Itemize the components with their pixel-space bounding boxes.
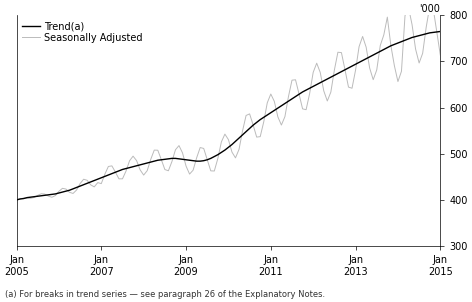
Text: '000: '000 (420, 4, 440, 14)
Legend: Trend(a), Seasonally Adjusted: Trend(a), Seasonally Adjusted (18, 17, 146, 47)
Text: (a) For breaks in trend series — see paragraph 26 of the Explanatory Notes.: (a) For breaks in trend series — see par… (5, 290, 325, 299)
